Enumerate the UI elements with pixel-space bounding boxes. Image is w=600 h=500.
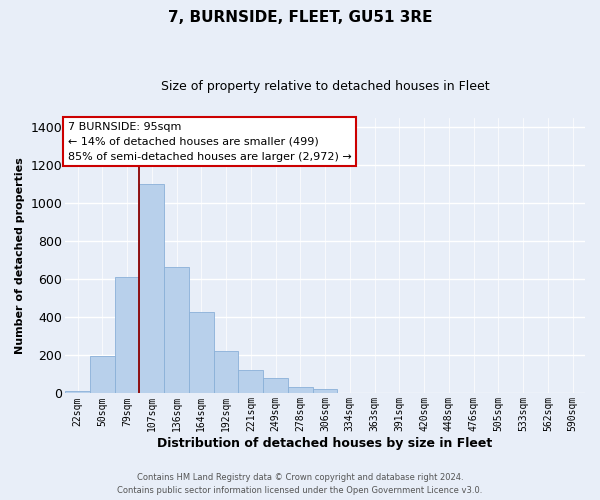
Bar [313,388,337,394]
Y-axis label: Number of detached properties: Number of detached properties [15,157,25,354]
Bar [189,312,214,394]
Bar [90,356,115,394]
Text: Contains HM Land Registry data © Crown copyright and database right 2024.
Contai: Contains HM Land Registry data © Crown c… [118,474,482,495]
Bar [65,390,90,394]
Bar [164,267,189,394]
Bar [288,387,313,394]
Text: 7, BURNSIDE, FLEET, GU51 3RE: 7, BURNSIDE, FLEET, GU51 3RE [168,10,432,25]
Bar [214,350,238,394]
Bar [238,370,263,394]
X-axis label: Distribution of detached houses by size in Fleet: Distribution of detached houses by size … [157,437,493,450]
Bar [139,184,164,394]
Title: Size of property relative to detached houses in Fleet: Size of property relative to detached ho… [161,80,490,93]
Bar [263,378,288,394]
Text: 7 BURNSIDE: 95sqm
← 14% of detached houses are smaller (499)
85% of semi-detache: 7 BURNSIDE: 95sqm ← 14% of detached hous… [68,122,352,162]
Bar [115,276,139,394]
